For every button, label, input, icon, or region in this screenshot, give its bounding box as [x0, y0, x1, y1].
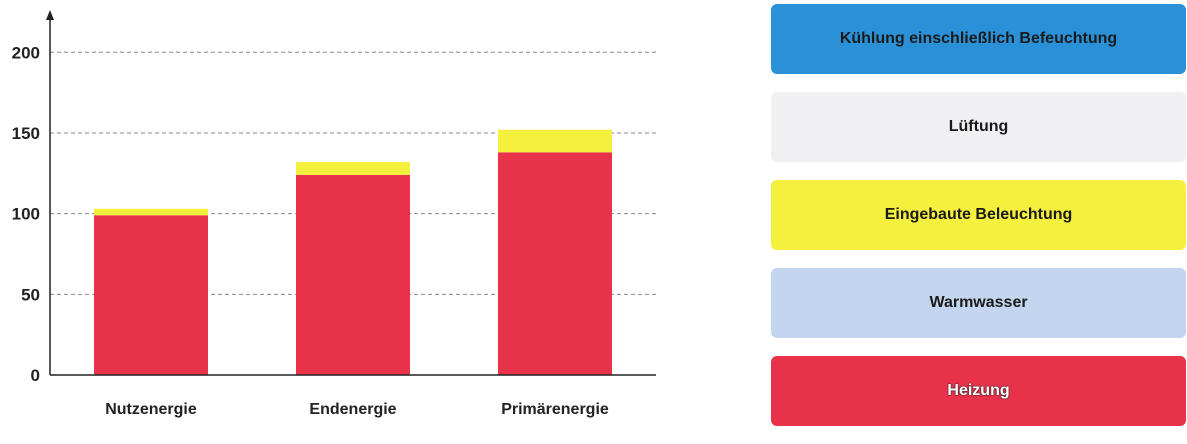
- y-axis-arrow-icon: [46, 10, 54, 20]
- y-tick-label: 100: [12, 205, 40, 224]
- legend-item-lighting: Eingebaute Beleuchtung: [771, 180, 1186, 250]
- legend-item-heating: Heizung: [771, 356, 1186, 426]
- bar-segment: [296, 174, 410, 375]
- legend-label: Heizung: [947, 382, 1010, 399]
- legend: Kühlung einschließlich Befeuchtung Lüftu…: [771, 4, 1186, 444]
- bar-segment: [94, 208, 208, 216]
- legend-item-cooling: Kühlung einschließlich Befeuchtung: [771, 4, 1186, 74]
- y-tick-label: 0: [31, 366, 40, 385]
- y-tick-label: 200: [12, 43, 40, 62]
- bar-segment: [498, 129, 612, 153]
- legend-item-hot-water: Warmwasser: [771, 268, 1186, 338]
- y-tick-label: 150: [12, 124, 40, 143]
- x-tick-label: Primärenergie: [501, 401, 609, 418]
- x-tick-label: Nutzenergie: [105, 401, 197, 418]
- x-tick-label: Endenergie: [309, 401, 396, 418]
- legend-label: Lüftung: [948, 118, 1009, 135]
- bar-chart: 0 50 100 150 200 Nutzenergie Endenergie Primäre…: [12, 10, 656, 418]
- legend-label: Warmwasser: [929, 294, 1028, 311]
- legend-item-ventilation: Lüftung: [771, 92, 1186, 162]
- legend-label: Kühlung einschließlich Befeuchtung: [839, 30, 1118, 47]
- bar-segment: [94, 215, 208, 375]
- bar-segment: [296, 162, 410, 175]
- legend-label: Eingebaute Beleuchtung: [884, 206, 1073, 223]
- y-tick-label: 50: [21, 285, 40, 304]
- bar-segment: [498, 152, 612, 375]
